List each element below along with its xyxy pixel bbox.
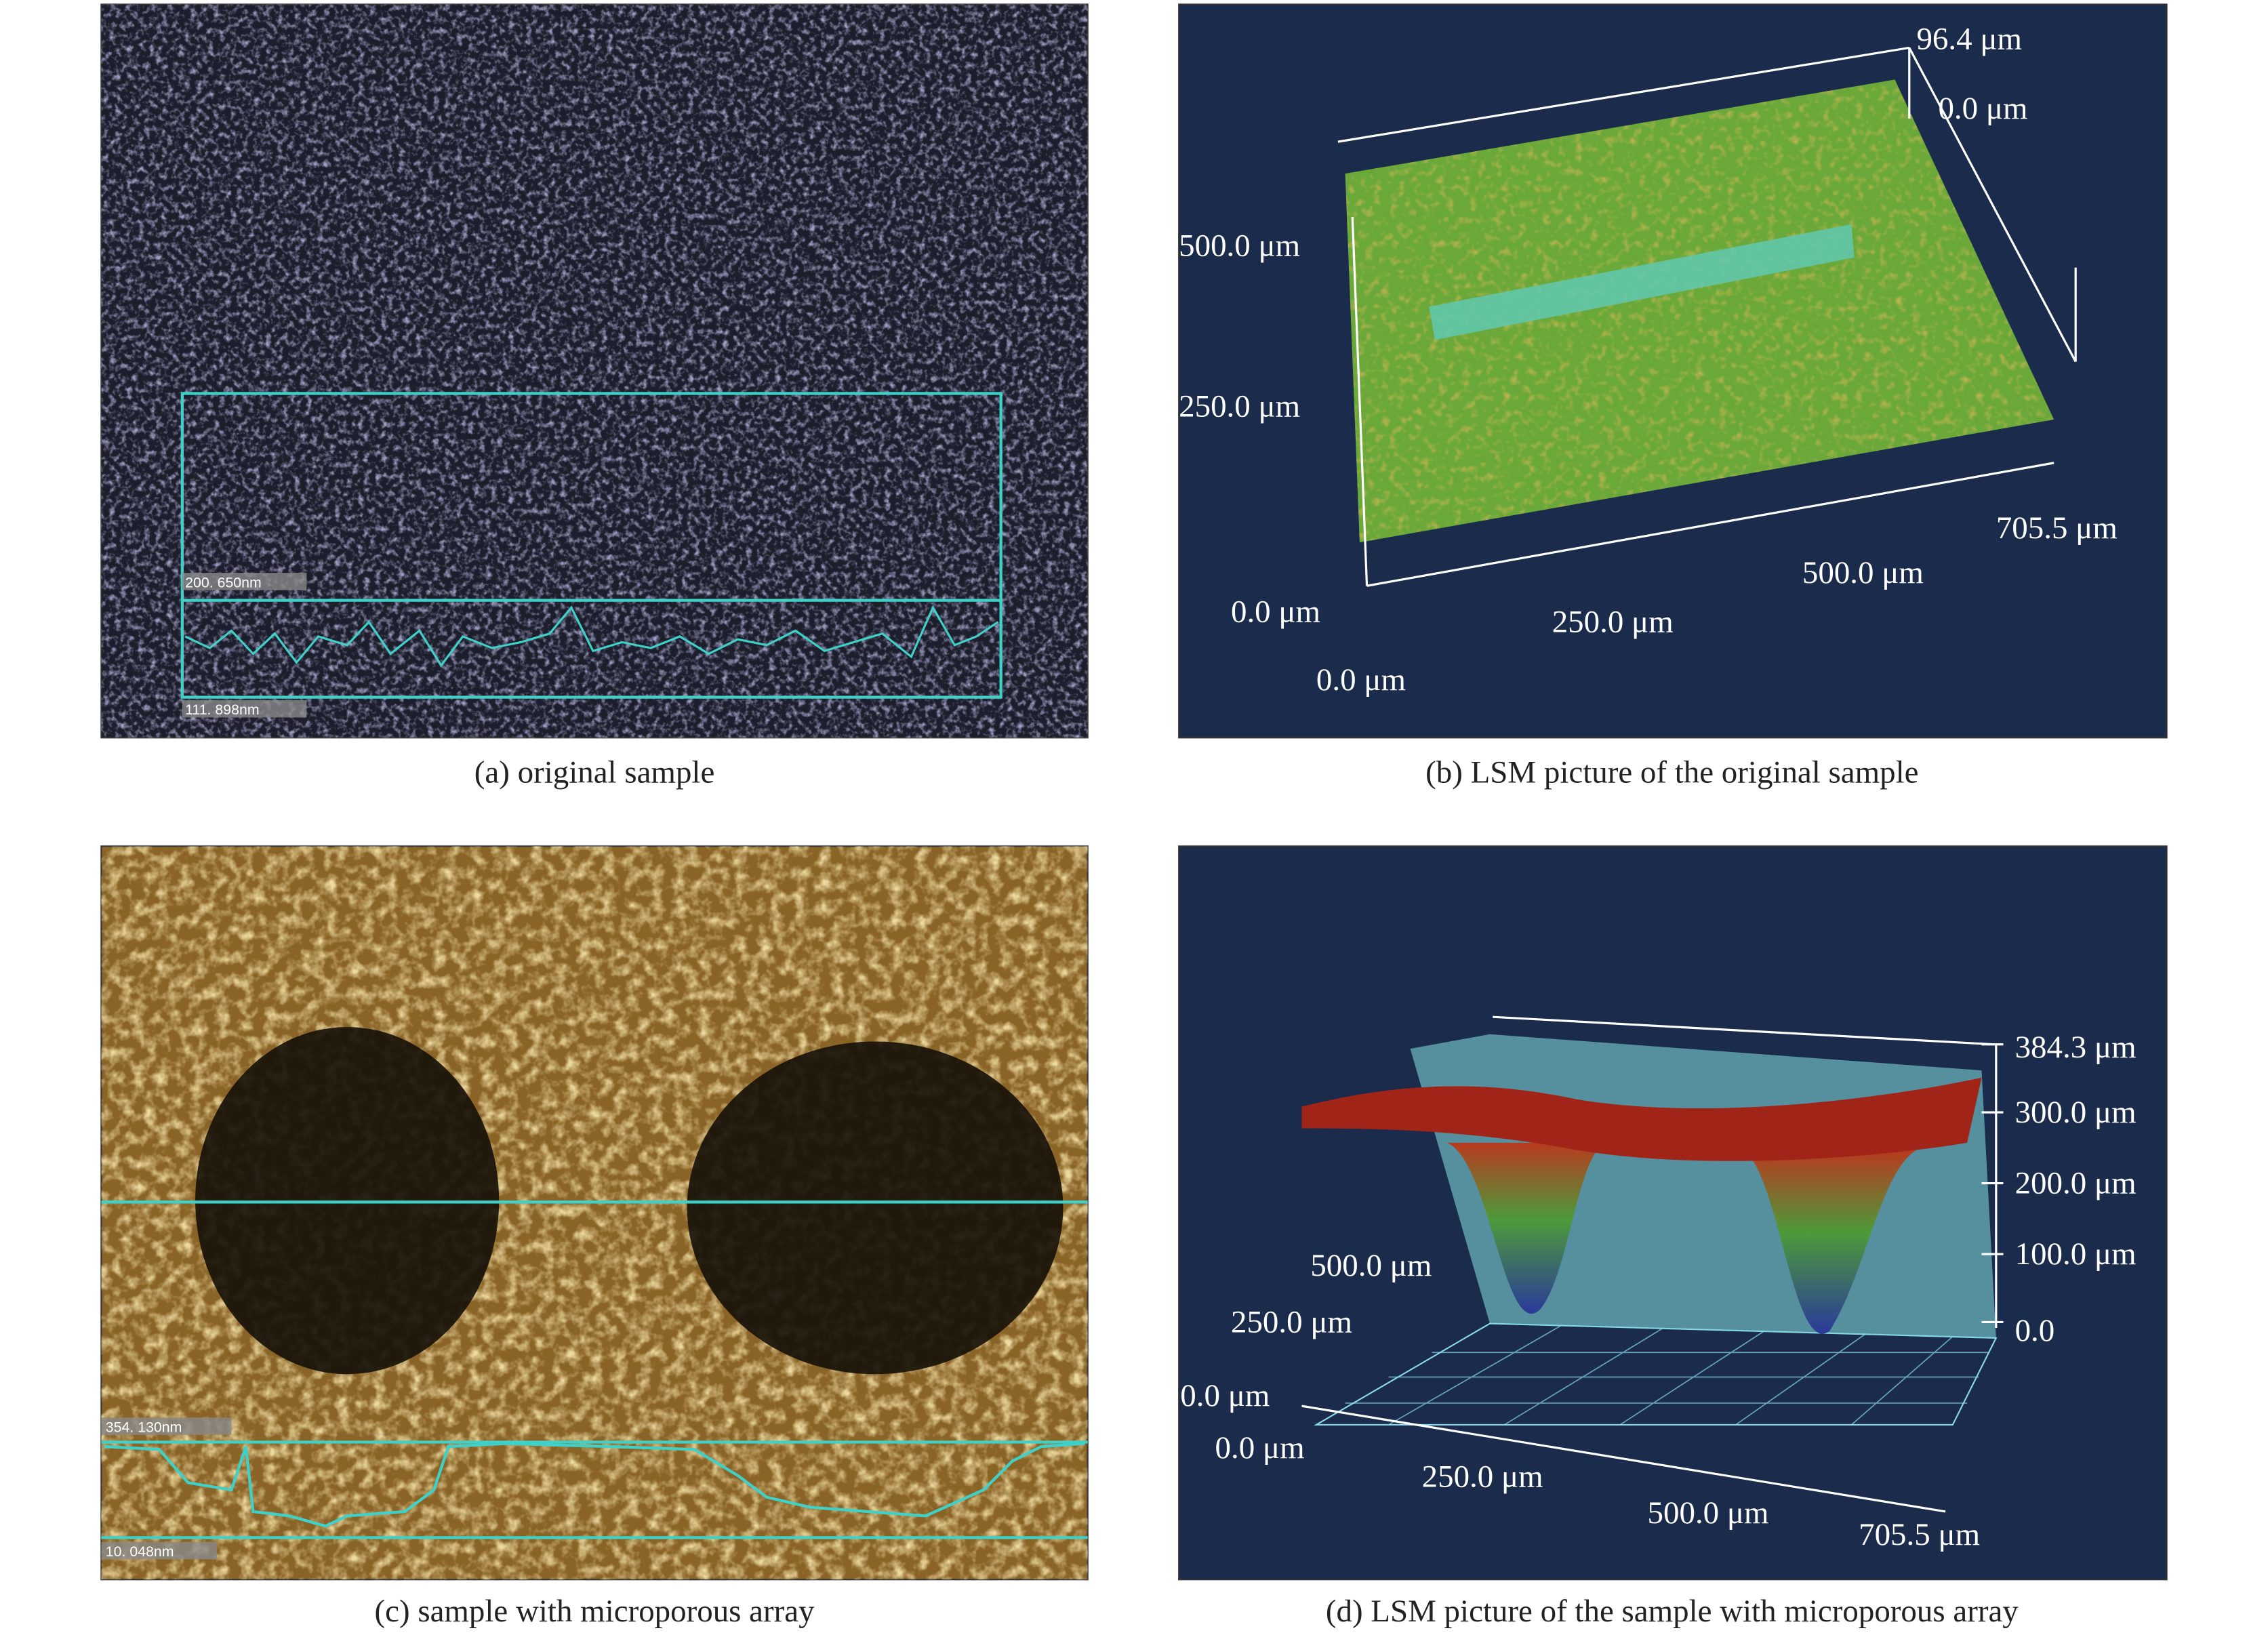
profile-max: 354. 130nm <box>106 1419 182 1436</box>
texture <box>101 4 1088 738</box>
profile-max: 200. 650nm <box>185 574 262 590</box>
axis-label: 0.0 μm <box>1231 594 1320 630</box>
axis-label: 384.3 μm <box>2015 1030 2137 1065</box>
axis-label: 0.0 μm <box>1180 1378 1270 1413</box>
axis-label: 250.0 μm <box>1422 1459 1543 1495</box>
axis-label: 0.0 μm <box>1215 1430 1305 1466</box>
axis-label: 500.0 μm <box>1648 1495 1769 1531</box>
axis-label: 300.0 μm <box>2015 1095 2137 1130</box>
caption: (b) LSM picture of the original sample <box>1425 754 1918 790</box>
caption: (a) original sample <box>474 754 715 790</box>
axis-label: 250.0 μm <box>1231 1304 1352 1339</box>
well <box>1743 1150 1917 1334</box>
selection <box>180 392 1003 699</box>
axes <box>1301 1015 2004 1513</box>
axis-label: 96.4 μm <box>1916 22 2022 57</box>
axes <box>1337 46 2077 587</box>
axis-label: 200.0 μm <box>2015 1166 2137 1201</box>
axis-label: 0.0 <box>2015 1313 2055 1348</box>
axis-label: 0.0 μm <box>1938 91 2027 126</box>
profile <box>184 605 999 668</box>
panel-a: 200. 650nm 111. 898nm <box>100 3 1089 739</box>
panel-d: 384.3 μm 300.0 μm 200.0 μm 100.0 μm 0.0 … <box>1178 845 2168 1581</box>
axis-label: 250.0 μm <box>1179 389 1300 424</box>
axis-label: 705.5 μm <box>1859 1517 1980 1552</box>
axis-label: 500.0 μm <box>1310 1248 1432 1283</box>
panel-c: 354. 130nm 10. 048nm <box>100 845 1089 1581</box>
caption: (c) sample with microporous array <box>374 1594 815 1629</box>
caption: (d) LSM picture of the sample with micro… <box>1326 1594 2019 1629</box>
axis-label: 500.0 μm <box>1179 228 1300 264</box>
axis-label: 250.0 μm <box>1552 605 1674 640</box>
profile-min: 10. 048nm <box>106 1543 174 1560</box>
profile <box>104 1442 1085 1528</box>
axis-label: 500.0 μm <box>1802 555 1924 590</box>
axis-label: 705.5 μm <box>1996 510 2118 546</box>
floor-grid <box>1345 1324 1989 1426</box>
groove <box>1429 224 1855 340</box>
axis-label: 0.0 μm <box>1316 662 1406 698</box>
profile-min: 111. 898nm <box>185 702 259 718</box>
axis-label: 100.0 μm <box>2015 1236 2137 1272</box>
rim <box>1301 1077 1982 1161</box>
panel-b: 96.4 μm 0.0 μm 500.0 μm 250.0 μm 0.0 μm … <box>1178 3 2168 739</box>
well <box>1446 1142 1606 1314</box>
pore <box>687 1041 1064 1375</box>
